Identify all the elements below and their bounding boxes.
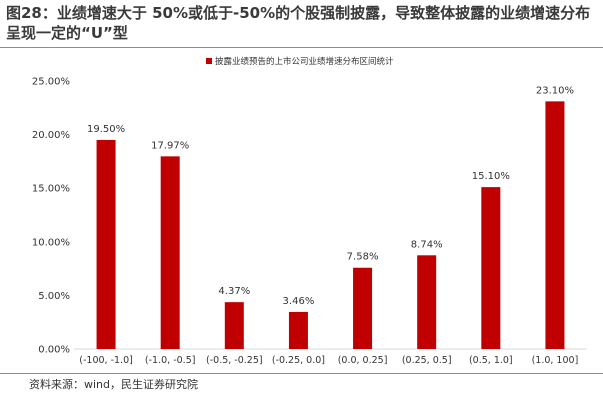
bar-value-label: 8.74% bbox=[411, 239, 443, 250]
x-tick-label: (0.5, 1.0] bbox=[469, 355, 513, 366]
bar-value-label: 7.58% bbox=[347, 252, 379, 263]
bar-value-label: 23.10% bbox=[536, 85, 574, 96]
y-tick-label: 5.00% bbox=[38, 291, 70, 302]
bar-value-label: 4.37% bbox=[218, 286, 250, 297]
bar bbox=[96, 139, 116, 349]
bar bbox=[160, 156, 180, 349]
chart-frame: 披露业绩预告的上市公司业绩增速分布区间统计 0.00% 5.00% 10.00% 15… bbox=[0, 47, 603, 374]
chart-legend: 披露业绩预告的上市公司业绩增速分布区间统计 bbox=[206, 56, 394, 67]
source-note: 资料来源：wind，民生证券研究院 bbox=[29, 378, 199, 391]
bar bbox=[417, 255, 437, 349]
bar bbox=[224, 302, 244, 349]
bar-value-label: 19.50% bbox=[87, 124, 125, 135]
y-tick-label: 25.00% bbox=[32, 77, 70, 88]
bar bbox=[288, 311, 308, 349]
figure-title: 图28：业绩增速大于 50%或低于-50%的个股强制披露，导致整体披露的业绩增速… bbox=[6, 4, 591, 42]
y-axis-tick-labels: 0.00% 5.00% 10.00% 15.00% 20.00% 25.00% bbox=[32, 77, 70, 356]
y-tick-label: 15.00% bbox=[32, 184, 70, 195]
bar bbox=[545, 101, 565, 349]
y-tick-label: 20.00% bbox=[32, 130, 70, 141]
x-tick-label: (-1.0, -0.5] bbox=[145, 355, 196, 366]
y-tick-label: 0.00% bbox=[38, 345, 70, 356]
x-tick-label: (0.25, 0.5] bbox=[402, 355, 452, 366]
bars bbox=[96, 101, 565, 349]
x-tick-label: (-100, -1.0] bbox=[79, 355, 133, 366]
bar-value-label: 17.97% bbox=[151, 140, 189, 151]
x-tick-label: (-0.25, 0.0] bbox=[272, 355, 325, 366]
x-tick-label: (1.0, 100] bbox=[532, 355, 579, 366]
y-tick-label: 10.00% bbox=[32, 237, 70, 248]
value-labels: 19.50% 17.97% 4.37% 3.46% 7.58% 8.74% 15.10% 23… bbox=[87, 85, 574, 307]
bar-chart: 披露业绩预告的上市公司业绩增速分布区间统计 0.00% 5.00% 10.00% 15… bbox=[32, 56, 587, 366]
bar bbox=[353, 267, 373, 349]
x-tick-label: (-0.5, -0.25] bbox=[206, 355, 263, 366]
x-axis-tick-labels: (-100, -1.0] (-1.0, -0.5] (-0.5, -0.25] (-0… bbox=[79, 355, 578, 366]
bar-value-label: 15.10% bbox=[472, 171, 510, 182]
x-tick-label: (0.0, 0.25] bbox=[338, 355, 388, 366]
legend-swatch bbox=[206, 58, 212, 64]
bar bbox=[481, 187, 501, 349]
bar-value-label: 3.46% bbox=[283, 296, 315, 307]
legend-label: 披露业绩预告的上市公司业绩增速分布区间统计 bbox=[215, 56, 394, 67]
